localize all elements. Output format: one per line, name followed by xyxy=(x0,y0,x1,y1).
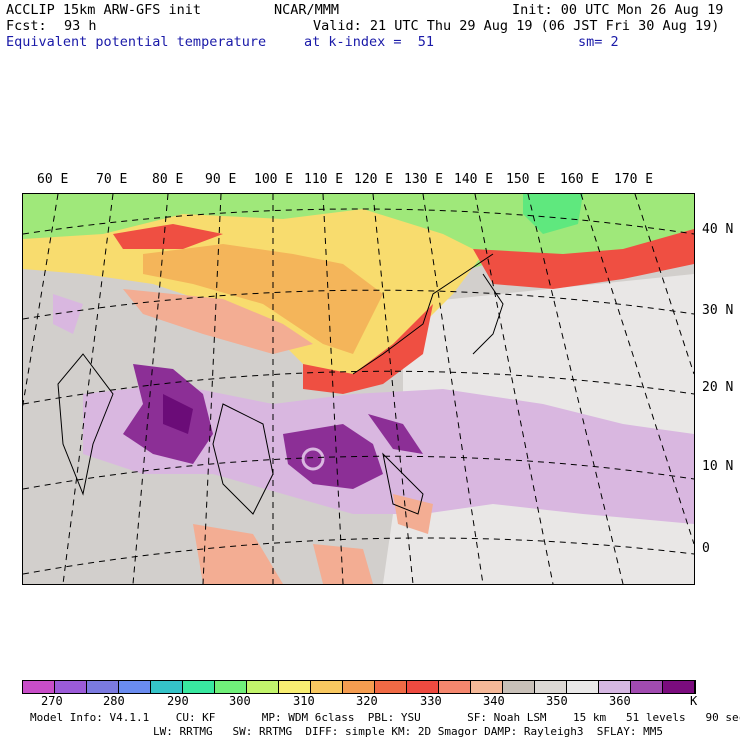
red-belt-west xyxy=(113,224,223,249)
india-coastline xyxy=(57,353,114,496)
colorbar-swatch xyxy=(55,681,87,693)
colorbar-swatch xyxy=(567,681,599,693)
parallel-line xyxy=(23,208,694,235)
map-panel xyxy=(22,193,695,585)
red-belt-china xyxy=(303,304,433,394)
lon-label: 100 E xyxy=(254,172,294,187)
purple-band-east xyxy=(368,414,423,454)
china-coastline xyxy=(352,253,494,375)
lat-label: 20 N xyxy=(702,380,734,395)
field-name: Equivalent potential temperature xyxy=(6,34,267,50)
coldest-patch xyxy=(523,194,583,234)
salmon-patch-philippines xyxy=(393,494,433,534)
darkpurple-core xyxy=(163,394,193,434)
lon-label: 160 E xyxy=(560,172,600,187)
japan-coastline xyxy=(472,273,504,355)
model-info-line-1: Model Info: V4.1.1 CU: KF MP: WDM 6class… xyxy=(30,711,740,724)
graticule xyxy=(23,194,694,584)
red-belt-north-pacific xyxy=(473,229,694,289)
init-time: Init: 00 UTC Mon 26 Aug 19 xyxy=(512,2,724,18)
org-label: NCAR/MMM xyxy=(274,2,340,18)
colorbar-swatch xyxy=(183,681,215,693)
orange-interior xyxy=(143,244,383,354)
colorbar-label: 300 xyxy=(229,694,251,708)
colorbar-label: 270 xyxy=(41,694,63,708)
colorbar-label: 340 xyxy=(483,694,505,708)
lat-label: 0 xyxy=(702,541,710,556)
colorbar-unit: K xyxy=(690,694,698,708)
meridian-line xyxy=(527,194,624,584)
salmon-patch-south xyxy=(193,524,283,584)
model-title: ACCLIP 15km ARW-GFS init xyxy=(6,2,202,18)
colorbar-swatch xyxy=(279,681,311,693)
typhoon-eye xyxy=(301,447,325,471)
lavender-tropics xyxy=(83,384,694,524)
colorbar-swatch xyxy=(599,681,631,693)
meridian-line xyxy=(474,194,554,584)
lon-label: 80 E xyxy=(152,172,184,187)
colorbar-swatch xyxy=(247,681,279,693)
lon-label: 140 E xyxy=(454,172,494,187)
lat-label: 40 N xyxy=(702,222,734,237)
colorbar-label: 310 xyxy=(293,694,315,708)
model-info-line-2: LW: RRTMG SW: RRTMG DIFF: simple KM: 2D … xyxy=(153,725,663,738)
colorbar-swatch xyxy=(503,681,535,693)
parallel-line xyxy=(23,370,694,405)
salmon-band xyxy=(123,289,313,354)
colorbar-swatch xyxy=(663,681,695,693)
colorbar-label: 320 xyxy=(356,694,378,708)
colorbar-swatch xyxy=(87,681,119,693)
colorbar-swatch xyxy=(471,681,503,693)
forecast-label: Fcst: xyxy=(6,18,47,34)
lon-label: 150 E xyxy=(506,172,546,187)
lat-label: 30 N xyxy=(702,303,734,318)
lon-label: 90 E xyxy=(205,172,237,187)
colorbar-swatch xyxy=(119,681,151,693)
parallel-line xyxy=(23,289,694,320)
colorbar-swatch xyxy=(375,681,407,693)
parallel-line xyxy=(23,537,694,575)
salmon-patch-south-2 xyxy=(313,544,373,584)
indochina-coastline xyxy=(212,403,274,515)
meridian-line xyxy=(634,194,694,375)
colorbar-label: 350 xyxy=(546,694,568,708)
colorbar-swatch xyxy=(343,681,375,693)
colorbar-label: 290 xyxy=(167,694,189,708)
colorbar-swatch xyxy=(407,681,439,693)
purple-typhoon-region xyxy=(283,424,383,489)
lon-label: 120 E xyxy=(354,172,394,187)
theta-e-field xyxy=(23,194,694,584)
smoothing-label: sm= 2 xyxy=(578,34,619,50)
colorbar xyxy=(22,680,696,694)
colorbar-swatch xyxy=(535,681,567,693)
colorbar-swatch xyxy=(311,681,343,693)
lon-label: 130 E xyxy=(404,172,444,187)
colorbar-label: 330 xyxy=(420,694,442,708)
forecast-hour: 93 h xyxy=(64,18,97,34)
lon-label: 110 E xyxy=(304,172,344,187)
parallel-line xyxy=(23,455,694,490)
colorbar-swatch xyxy=(631,681,663,693)
lon-label: 170 E xyxy=(614,172,654,187)
colorbar-swatch xyxy=(23,681,55,693)
lavender-west xyxy=(53,294,83,334)
colorbar-label: 280 xyxy=(103,694,125,708)
colorbar-swatch xyxy=(439,681,471,693)
lon-label: 60 E xyxy=(37,172,69,187)
valid-time: Valid: 21 UTC Thu 29 Aug 19 (06 JST Fri … xyxy=(313,18,720,34)
colorbar-label: 360 xyxy=(609,694,631,708)
colorbar-swatch xyxy=(215,681,247,693)
level-label: at k-index = 51 xyxy=(304,34,435,50)
lat-label: 10 N xyxy=(702,459,734,474)
colorbar-swatch xyxy=(151,681,183,693)
philippines-coastline xyxy=(382,452,424,515)
lon-label: 70 E xyxy=(96,172,128,187)
